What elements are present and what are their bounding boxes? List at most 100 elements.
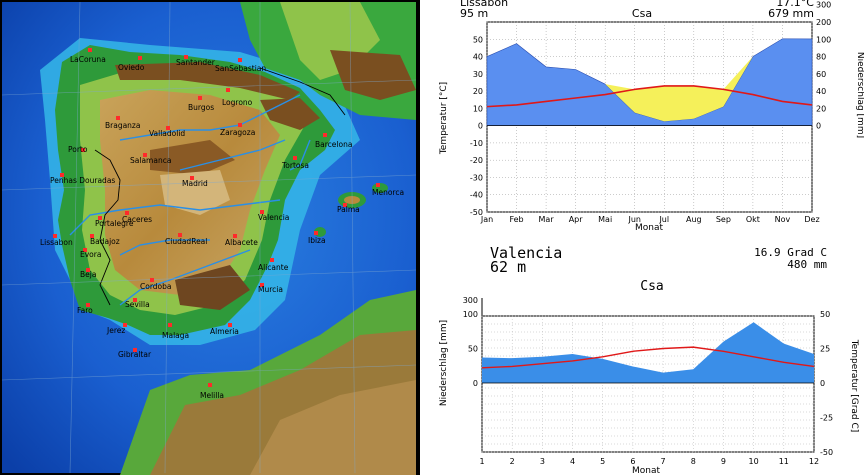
city-label: Burgos bbox=[188, 103, 214, 112]
city-marker bbox=[343, 203, 347, 207]
city-label: Valencia bbox=[258, 213, 289, 222]
y-tick-label-right: 300 bbox=[816, 1, 831, 10]
city-label: Santander bbox=[176, 58, 216, 67]
x-tick-label: Jun bbox=[627, 215, 641, 224]
x-tick-label: 11 bbox=[779, 457, 789, 466]
mean-temperature: 17.1°C bbox=[776, 0, 814, 9]
city-marker bbox=[260, 283, 264, 287]
x-tick-label: Jul bbox=[658, 215, 669, 224]
x-tick-label: 7 bbox=[661, 457, 666, 466]
city-marker bbox=[90, 234, 94, 238]
city-label: Salamanca bbox=[130, 156, 171, 165]
city-label: Logrono bbox=[222, 98, 253, 107]
city-label: Albacete bbox=[225, 238, 258, 247]
dry-season-area bbox=[605, 56, 753, 122]
y-tick-label-left: 20 bbox=[473, 87, 483, 96]
city-marker bbox=[226, 88, 230, 92]
y-tick-label-left: 300 bbox=[463, 296, 478, 305]
climate-chart-lissabon: Lissabon 95 m Csa 17.1°C 679 mm Jan Feb Ma… bbox=[439, 0, 864, 233]
annual-precipitation: 480 mm bbox=[787, 258, 827, 271]
city-marker bbox=[86, 268, 90, 272]
city-marker bbox=[81, 148, 85, 152]
city-marker bbox=[125, 211, 129, 215]
precipitation-area bbox=[482, 322, 814, 383]
y-tick-label-right: 60 bbox=[816, 70, 826, 79]
x-tick-label: 8 bbox=[691, 457, 696, 466]
x-tick-label: Mar bbox=[539, 215, 555, 224]
city-marker bbox=[133, 348, 137, 352]
y-tick-label-left: 10 bbox=[473, 104, 483, 113]
city-label: Cordoba bbox=[140, 282, 171, 291]
city-label: Barcelona bbox=[315, 140, 352, 149]
x-tick-label: 9 bbox=[721, 457, 726, 466]
city-marker bbox=[270, 258, 274, 262]
x-tick-label: 4 bbox=[570, 457, 575, 466]
y-tick-label-right: 0 bbox=[820, 379, 825, 388]
city-marker bbox=[150, 278, 154, 282]
y-tick-label-left: -20 bbox=[470, 156, 483, 165]
city-marker bbox=[323, 133, 327, 137]
y-tick-label-right: 50 bbox=[820, 310, 830, 319]
y-tick-label-right: 20 bbox=[816, 104, 826, 113]
city-marker bbox=[190, 176, 194, 180]
city-marker bbox=[198, 96, 202, 100]
x-tick-label: Sep bbox=[716, 215, 731, 224]
city-marker bbox=[53, 234, 57, 238]
city-marker bbox=[208, 383, 212, 387]
y-tick-label-left: 0 bbox=[478, 122, 483, 131]
y-tick-label-left: 40 bbox=[473, 53, 483, 62]
y-tick-label-right: 25 bbox=[820, 345, 830, 354]
temperature-line bbox=[486, 85, 813, 108]
y-axis-label-right: Niederschlag [mm] bbox=[855, 52, 864, 138]
y-axis-label-left: Niederschlag [mm] bbox=[439, 320, 449, 406]
city-label: Palma bbox=[337, 205, 360, 214]
rivers bbox=[69, 94, 311, 306]
city-label: Malaga bbox=[162, 331, 189, 340]
city-marker bbox=[116, 116, 120, 120]
city-label: Melilla bbox=[200, 391, 224, 400]
y-tick-label-right: -25 bbox=[820, 414, 833, 423]
city-label: Valladolid bbox=[149, 129, 185, 138]
x-tick-label: Apr bbox=[569, 215, 584, 224]
city-label: LaCoruna bbox=[70, 55, 106, 64]
temperature-line bbox=[481, 346, 815, 369]
climate-class: Csa bbox=[640, 279, 663, 294]
x-axis-label: Monat bbox=[635, 223, 663, 233]
city-marker bbox=[83, 248, 87, 252]
city-label: Portalegre bbox=[95, 219, 134, 228]
city-label: Tortosa bbox=[281, 161, 309, 170]
x-tick-label: 5 bbox=[600, 457, 605, 466]
city-marker bbox=[238, 58, 242, 62]
y-tick-label-left: 50 bbox=[468, 345, 478, 354]
station-elevation: 62 m bbox=[490, 258, 526, 276]
city-marker bbox=[233, 234, 237, 238]
city-marker bbox=[98, 216, 102, 220]
city-marker bbox=[376, 183, 380, 187]
x-tick-label: 2 bbox=[510, 457, 515, 466]
city-marker bbox=[138, 56, 142, 60]
city-marker bbox=[184, 55, 188, 59]
y-tick-label-left: -10 bbox=[470, 139, 483, 148]
y-tick-label-right: -50 bbox=[820, 448, 833, 457]
city-marker bbox=[293, 156, 297, 160]
x-tick-label: 1 bbox=[479, 457, 484, 466]
city-label: Evora bbox=[80, 250, 101, 259]
city-marker bbox=[260, 210, 264, 214]
station-name: Valencia bbox=[490, 244, 562, 262]
city-marker bbox=[168, 323, 172, 327]
x-tick-label: 3 bbox=[540, 457, 545, 466]
city-label: Almeria bbox=[210, 327, 239, 336]
city-label: Braganza bbox=[105, 121, 140, 130]
city-label: CiudadReal bbox=[165, 237, 207, 246]
city-marker bbox=[166, 126, 170, 130]
x-tick-label: Aug bbox=[686, 215, 702, 224]
station-elevation: 95 m bbox=[460, 7, 488, 20]
city-marker bbox=[143, 153, 147, 157]
city-label: Murcia bbox=[258, 285, 283, 294]
city-marker bbox=[60, 173, 64, 177]
city-label: Penhas Douradas bbox=[50, 176, 115, 185]
y-tick-label-left: 50 bbox=[473, 35, 483, 44]
city-marker bbox=[178, 233, 182, 237]
